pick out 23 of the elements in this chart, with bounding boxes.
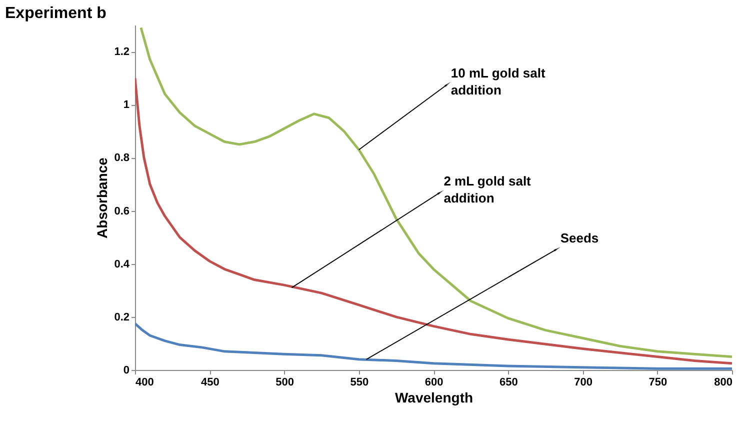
line-series (140, 26, 732, 358)
x-tick-label: 700 (574, 376, 592, 388)
x-tick-label: 650 (499, 376, 518, 388)
y-tick-label: 0.2 (114, 311, 130, 324)
x-tick-label: 800 (714, 376, 732, 388)
annotation: 2 mL gold salt addition (444, 174, 532, 206)
y-tick-label: 0.8 (114, 152, 130, 164)
y-tick-label: 1 (123, 99, 130, 112)
annotation: 10 mL gold salt addition (450, 66, 546, 98)
y-tick-label: 0.6 (114, 205, 130, 218)
y-tick-label: 0.4 (114, 258, 130, 270)
x-tick-label: 550 (350, 376, 369, 388)
x-tick-label: 400 (136, 376, 154, 388)
annotation: Seeds (560, 230, 599, 246)
x-tick-label: 450 (200, 376, 220, 388)
x-axis-title: Wavelength (394, 390, 474, 406)
x-tick-label: 750 (648, 376, 668, 388)
chart-title: Experiment b (5, 5, 107, 22)
x-tick-label: 600 (424, 376, 444, 388)
y-tick-label: 0 (123, 364, 130, 376)
y-axis-title: Absorbance (94, 157, 110, 238)
y-tick-label: 1.2 (114, 46, 130, 58)
x-tick-label: 500 (276, 376, 294, 388)
